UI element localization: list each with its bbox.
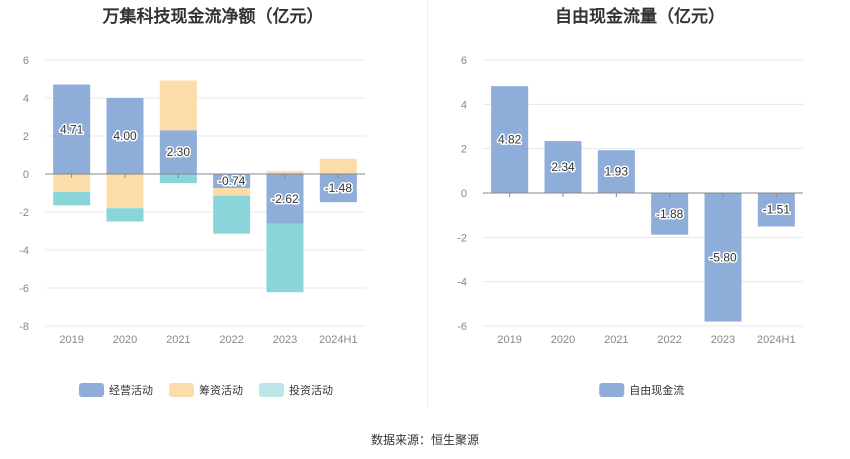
- chart1-bar-2: [106, 174, 144, 209]
- chart1-bar-1: [106, 98, 144, 174]
- chart1-ytick-label: -2: [19, 207, 29, 219]
- chart1-xtick-label: 2019: [59, 334, 83, 346]
- chart2-xtick-label: 2019: [497, 334, 521, 346]
- chart1-xtick-label: 2021: [166, 334, 190, 346]
- chart1-legend-swatch: [259, 383, 284, 397]
- chart1-title: 万集科技现金流净额（亿元）: [102, 6, 324, 27]
- chart2-ytick-label: 0: [461, 188, 467, 200]
- chart1-bar-1: [213, 174, 251, 189]
- chart1-ytick-label: 2: [23, 131, 29, 143]
- chart2-ytick-label: 6: [461, 55, 467, 67]
- chart2-xtick-label: 2024H1: [757, 334, 796, 346]
- chart1-legend-label: 筹资活动: [199, 383, 243, 397]
- chart1-bar-3: [106, 208, 144, 222]
- chart1-ytick-label: 6: [23, 55, 29, 67]
- chart1-data-label: -1.48: [325, 181, 353, 195]
- chart1-legend-label: 经营活动: [109, 383, 153, 397]
- chart2-ytick-label: 4: [461, 99, 467, 111]
- chart1-bar-3: [53, 192, 91, 206]
- chart1-xtick-label: 2024H1: [319, 334, 358, 346]
- chart2-xtick-label: 2022: [657, 334, 681, 346]
- chart1-ytick-label: -6: [19, 283, 29, 295]
- chart1-legend-swatch: [79, 383, 104, 397]
- chart2-ytick-label: -4: [457, 277, 467, 289]
- chart2-data-label: 1.93: [605, 165, 629, 179]
- chart2-data-label: 4.82: [498, 133, 522, 147]
- cash-flow-net-chart: 万集科技现金流净额（亿元） 6 4 2 0 -2 -4 -6 -8 2019 2020 2021 20…: [19, 6, 365, 397]
- chart2-ytick-label: -6: [457, 321, 467, 333]
- chart1-bar-2: [159, 80, 197, 131]
- chart2-title: 自由现金流量（亿元）: [555, 6, 725, 27]
- chart1-bar-2: [319, 158, 357, 174]
- chart1-data-label: 2.30: [167, 145, 191, 159]
- chart2-data-label: -5.80: [709, 250, 737, 264]
- chart2-legend-swatch: [599, 383, 625, 397]
- chart1-data-label: -0.74: [218, 174, 246, 188]
- chart1-legend-label: 投资活动: [289, 383, 333, 397]
- chart2-ytick-label: -2: [457, 232, 467, 244]
- chart1-ytick-label: -4: [19, 245, 29, 257]
- chart2-bar-1: [651, 193, 689, 235]
- chart2-xtick-label: 2020: [551, 334, 575, 346]
- data-source-note: 数据来源：恒生聚源: [370, 433, 479, 447]
- chart2-bar-1: [597, 150, 635, 193]
- chart2-bar-1: [757, 193, 795, 227]
- chart1-bar-3: [159, 174, 197, 184]
- chart2-xtick-label: 2021: [604, 334, 628, 346]
- chart2-data-label: 2.34: [551, 160, 575, 174]
- chart1-ytick-label: -8: [19, 321, 29, 333]
- free-cash-flow-chart: 自由现金流量（亿元） 6 4 2 0 -2 -4 -6 2019 2020 2021 2022 202…: [457, 6, 803, 397]
- chart2-bar-1: [704, 193, 742, 322]
- chart1-xtick-label: 2023: [273, 334, 297, 346]
- chart1-xtick-label: 2020: [113, 334, 137, 346]
- chart1-data-label: -2.62: [271, 192, 299, 206]
- chart2-bar-1: [491, 86, 529, 193]
- panel-divider: [427, 0, 428, 408]
- chart1-bar-2: [266, 171, 304, 174]
- chart1-data-label: 4.00: [113, 129, 137, 143]
- chart2-data-label: -1.51: [763, 203, 791, 217]
- chart1-legend-swatch: [169, 383, 194, 397]
- chart1-bar-2: [53, 174, 91, 193]
- chart1-bar-1: [266, 174, 304, 224]
- chart1-bar-1: [319, 174, 357, 203]
- chart1-bar-3: [213, 195, 251, 234]
- chart1-bar-1: [159, 130, 197, 174]
- chart1-ytick-label: 0: [23, 169, 29, 181]
- chart1-bar-1: [53, 84, 91, 174]
- chart1-bar-3: [266, 223, 304, 293]
- chart2-data-label: -1.88: [656, 207, 684, 221]
- chart2-legend-label: 自由现金流: [629, 383, 684, 397]
- chart1-ytick-label: 4: [23, 93, 29, 105]
- chart1-xtick-label: 2022: [219, 334, 243, 346]
- chart1-data-label: 4.71: [60, 122, 84, 136]
- chart1-bar-2: [213, 188, 251, 196]
- chart2-bar-1: [544, 141, 582, 193]
- chart2-ytick-label: 2: [461, 144, 467, 156]
- chart2-xtick-label: 2023: [711, 334, 735, 346]
